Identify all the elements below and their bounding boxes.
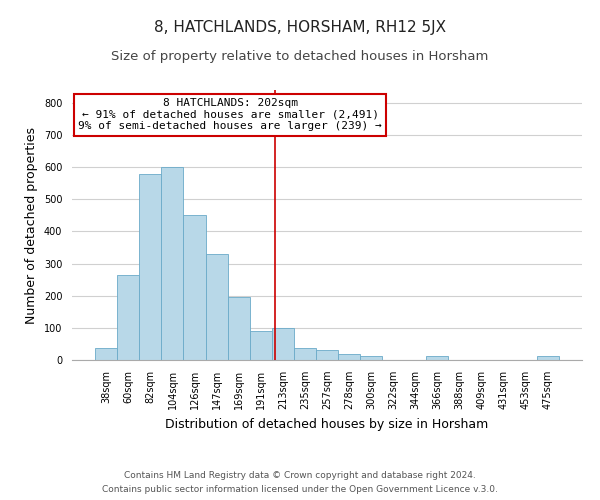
Text: 8 HATCHLANDS: 202sqm
← 91% of detached houses are smaller (2,491)
9% of semi-det: 8 HATCHLANDS: 202sqm ← 91% of detached h… <box>78 98 382 132</box>
Bar <box>338 354 360 360</box>
Bar <box>161 167 184 360</box>
Bar <box>250 331 272 360</box>
Y-axis label: Number of detached properties: Number of detached properties <box>25 126 38 324</box>
Bar <box>139 174 161 360</box>
Bar <box>95 348 117 360</box>
Text: Contains HM Land Registry data © Crown copyright and database right 2024.
Contai: Contains HM Land Registry data © Crown c… <box>102 472 498 494</box>
Text: Size of property relative to detached houses in Horsham: Size of property relative to detached ho… <box>112 50 488 63</box>
X-axis label: Distribution of detached houses by size in Horsham: Distribution of detached houses by size … <box>166 418 488 430</box>
Bar <box>316 350 338 360</box>
Bar <box>206 254 227 360</box>
Bar <box>360 356 382 360</box>
Bar <box>227 298 250 360</box>
Bar <box>537 356 559 360</box>
Bar <box>294 348 316 360</box>
Bar <box>427 356 448 360</box>
Bar <box>184 216 206 360</box>
Text: 8, HATCHLANDS, HORSHAM, RH12 5JX: 8, HATCHLANDS, HORSHAM, RH12 5JX <box>154 20 446 35</box>
Bar <box>117 275 139 360</box>
Bar <box>272 328 294 360</box>
